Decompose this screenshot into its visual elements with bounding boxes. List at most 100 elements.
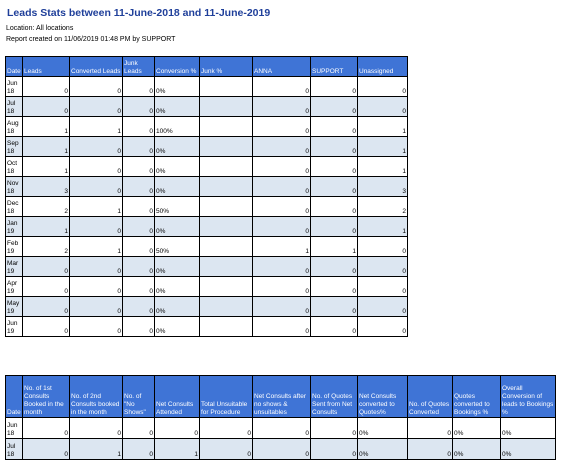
value-cell: 0 [252,196,311,217]
value-cell: 0 [122,256,155,277]
column-header: No. of "No Shows" [122,375,155,418]
value-cell: 0% [500,438,556,460]
value-cell: 0 [310,76,358,97]
date-cell: Apr 19 [5,276,23,297]
value-cell: 0% [154,176,200,197]
date-cell: Jun 19 [5,316,23,337]
value-cell: 0 [122,236,155,257]
value-cell: 0 [69,316,123,337]
column-header: No. of 1st Consults Booked in the month [22,375,70,418]
value-cell: 0 [69,136,123,157]
value-cell: 3 [357,176,408,197]
value-cell: 0 [252,216,311,237]
value-cell: 0 [69,256,123,277]
date-cell: Jun 18 [5,76,23,97]
value-cell: 0 [122,438,155,460]
value-cell: 0 [22,316,70,337]
value-cell: 1 [154,438,200,460]
value-cell: 1 [357,136,408,157]
value-cell: 0 [122,276,155,297]
value-cell: 50% [154,236,200,257]
leads-row: Aug 18 1 1 0 100% 0 0 1 [5,116,408,137]
value-cell: 0 [310,256,358,277]
value-cell: 0 [357,296,408,317]
value-cell: 0 [69,276,123,297]
value-cell: 1 [69,236,123,257]
column-header: Quotes converted to Bookings % [452,375,501,418]
value-cell: 0% [154,276,200,297]
value-cell: 0 [199,438,253,460]
column-header: SUPPORT [310,56,358,77]
value-cell: 0 [407,417,453,439]
column-header: Unassigned [357,56,408,77]
value-cell: 0% [154,296,200,317]
value-cell: 0 [252,76,311,97]
column-header: Junk % [199,56,253,77]
date-cell: Sep 18 [5,136,23,157]
value-cell: 1 [69,116,123,137]
value-cell [199,196,253,217]
column-header: No. of Quotes Sent from Net Consults [310,375,358,418]
value-cell: 0 [252,116,311,137]
value-cell [199,256,253,277]
date-cell: Jul 18 [5,96,23,117]
value-cell: 0 [22,96,70,117]
column-header: Leads [22,56,70,77]
value-cell: 0 [310,216,358,237]
value-cell: 0 [122,176,155,197]
value-cell: 1 [310,236,358,257]
value-cell: 0 [310,276,358,297]
value-cell: 0 [122,316,155,337]
value-cell: 0 [122,296,155,317]
leads-row: Jun 18 0 0 0 0% 0 0 0 [5,76,408,97]
date-cell: Dec 18 [5,196,23,217]
column-header: Net Consults after no shows & unsuitable… [252,375,311,418]
value-cell: 100% [154,116,200,137]
date-cell: Jan 19 [5,216,23,237]
value-cell: 1 [357,116,408,137]
value-cell: 0% [154,136,200,157]
value-cell: 0% [154,76,200,97]
value-cell [199,156,253,177]
value-cell: 0 [22,417,70,439]
value-cell: 0 [22,276,70,297]
value-cell: 0 [252,136,311,157]
value-cell [199,96,253,117]
value-cell [199,136,253,157]
date-cell: Feb 19 [5,236,23,257]
value-cell: 1 [252,236,311,257]
value-cell: 0% [357,417,408,439]
leads-row: Dec 18 2 1 0 50% 0 0 2 [5,196,408,217]
value-cell: 0 [69,96,123,117]
value-cell: 1 [69,438,123,460]
value-cell: 0 [69,216,123,237]
value-cell: 0 [69,76,123,97]
value-cell: 0 [252,156,311,177]
date-cell: Jun 18 [5,417,23,439]
value-cell: 2 [22,236,70,257]
date-cell: Oct 18 [5,156,23,177]
column-header: Net Consults Attended [154,375,200,418]
value-cell: 0 [310,438,358,460]
value-cell: 0 [252,316,311,337]
leads-row: Apr 19 0 0 0 0% 0 0 0 [5,276,408,297]
leads-row: May 19 0 0 0 0% 0 0 0 [5,296,408,317]
value-cell: 0 [310,316,358,337]
value-cell: 0 [357,76,408,97]
value-cell: 0 [252,176,311,197]
consults-row: Jun 18 0 0 0 0 0 0 0 0% 0 0% 0% [5,417,556,439]
value-cell: 0 [310,176,358,197]
value-cell: 0 [310,136,358,157]
leads-row: Oct 18 1 0 0 0% 0 0 1 [5,156,408,177]
column-header: Date [5,375,23,418]
value-cell: 0 [69,296,123,317]
location-line: Location: All locations [6,25,74,32]
value-cell [199,216,253,237]
value-cell: 0% [452,438,501,460]
value-cell: 0% [154,96,200,117]
consults-table: Date No. of 1st Consults Booked in the mo… [5,375,556,460]
value-cell [199,236,253,257]
leads-row: Jul 18 0 0 0 0% 0 0 0 [5,96,408,117]
column-header: Date [5,56,23,77]
column-header: Junk Leads [122,56,155,77]
